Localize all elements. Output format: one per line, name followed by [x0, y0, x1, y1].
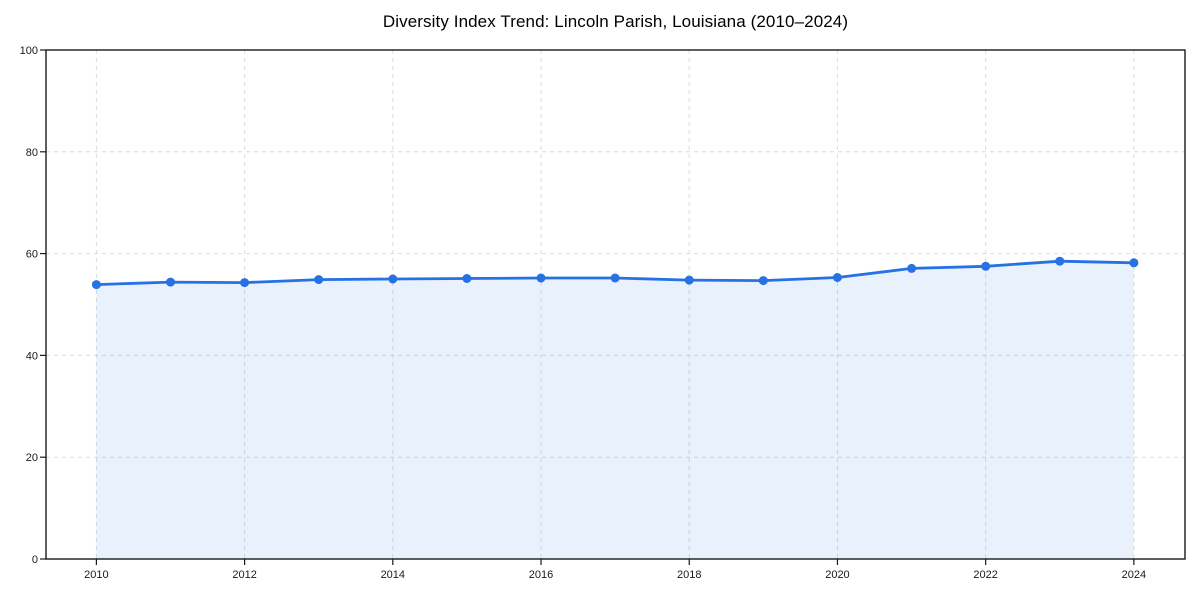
y-tick-label: 80 — [26, 147, 38, 159]
x-tick-label: 2016 — [529, 569, 553, 581]
axis-tick-labels: 0 20 40 60 80 100 2010 2012 2014 2016 2018 2020 2022… — [20, 45, 1146, 581]
data-point-marker — [981, 261, 991, 271]
x-tick-label: 2014 — [381, 569, 405, 581]
data-point-marker — [166, 277, 175, 287]
data-point-marker — [462, 274, 472, 283]
data-point-marker — [240, 278, 250, 288]
data-point-marker — [91, 280, 101, 290]
y-tick-label: 0 — [32, 554, 38, 566]
data-point-marker — [684, 275, 694, 285]
y-tick-label: 40 — [26, 350, 38, 362]
y-tick-label: 60 — [26, 249, 38, 261]
data-point-marker — [314, 275, 324, 285]
plot-frame — [45, 49, 1186, 560]
data-point-marker — [832, 273, 842, 282]
y-tick-label: 100 — [20, 45, 38, 57]
x-tick-label: 2022 — [973, 569, 997, 581]
axis-ticks — [40, 49, 1135, 565]
y-tick-label: 20 — [26, 452, 38, 464]
data-point-marker — [1055, 256, 1065, 266]
x-tick-label: 2010 — [84, 569, 108, 581]
x-tick-label: 2024 — [1122, 569, 1146, 581]
data-point-marker — [388, 274, 398, 284]
data-point-marker — [758, 276, 768, 286]
chart-title: Diversity Index Trend: Lincoln Parish, L… — [382, 12, 849, 31]
x-tick-label: 2018 — [677, 569, 701, 581]
x-tick-label: 2020 — [825, 569, 849, 581]
data-point-marker — [1129, 258, 1139, 268]
data-point-marker — [610, 273, 620, 283]
data-point-marker — [907, 263, 917, 273]
series-markers — [91, 256, 1139, 290]
data-point-marker — [536, 273, 546, 283]
series-area-fill — [96, 261, 1134, 559]
x-tick-label: 2012 — [232, 569, 256, 581]
